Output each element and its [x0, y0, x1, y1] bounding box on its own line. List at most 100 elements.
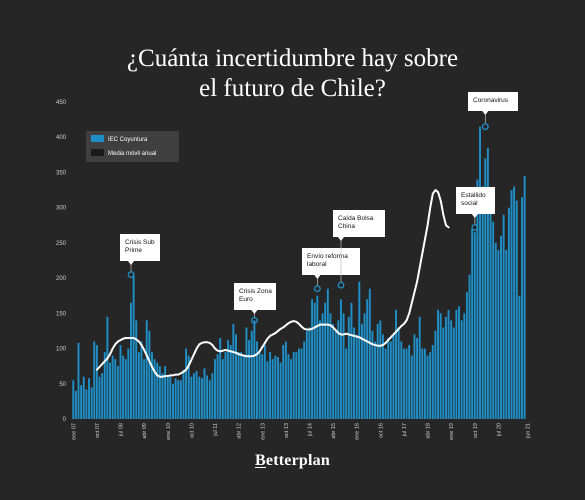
- bar: [313, 302, 316, 419]
- annotation-label-line: social: [461, 200, 478, 207]
- bar: [158, 366, 161, 419]
- bar: [479, 126, 481, 420]
- bar: [137, 352, 140, 419]
- bar: [429, 352, 432, 419]
- legend-label-line: Media móvil anual: [108, 151, 156, 157]
- annotation-pointer: [482, 111, 489, 115]
- bar: [276, 357, 279, 419]
- bar: [274, 355, 277, 419]
- annotation-label-line: Euro: [239, 296, 253, 303]
- annotation-pointer: [251, 310, 258, 314]
- x-tick-label: ene 19: [449, 423, 455, 440]
- y-tick-label: 150: [56, 311, 67, 317]
- bar: [135, 320, 138, 419]
- bar: [185, 348, 188, 419]
- annotation-label-line: Crisis Zona: [239, 288, 272, 295]
- bar: [500, 235, 502, 419]
- x-tick-label: abr 12: [237, 423, 243, 439]
- bar: [287, 354, 290, 419]
- bar: [172, 383, 174, 419]
- y-tick-label: 350: [56, 170, 67, 176]
- annotation-label: Caída Bolsa China: [338, 215, 374, 230]
- bar: [153, 359, 156, 419]
- bar: [450, 320, 453, 419]
- bar: [308, 327, 311, 419]
- x-tick-label: jul 17: [402, 423, 408, 437]
- x-tick-label: ene 13: [260, 423, 266, 440]
- bar: [513, 186, 516, 419]
- bar: [261, 354, 264, 419]
- bar: [400, 341, 403, 419]
- bar: [347, 316, 350, 419]
- bar: [179, 380, 182, 419]
- bar: [316, 295, 319, 419]
- annotation-box: [302, 248, 360, 275]
- bar: [266, 361, 269, 419]
- bar: [492, 221, 495, 419]
- bar: [279, 362, 282, 419]
- bar: [182, 369, 185, 419]
- bar: [200, 378, 203, 419]
- bar: [132, 274, 135, 419]
- bar: [148, 330, 151, 419]
- bar: [434, 330, 437, 419]
- bar: [77, 342, 80, 419]
- bar: [392, 334, 395, 419]
- y-tick-label: 200: [56, 276, 67, 282]
- bar: [355, 334, 358, 419]
- bar: [248, 340, 251, 419]
- bar: [195, 371, 198, 419]
- bar: [368, 288, 371, 419]
- bar: [476, 179, 479, 419]
- bar: [484, 158, 487, 419]
- bar: [360, 323, 363, 419]
- bar: [350, 302, 353, 419]
- bar: [145, 320, 148, 419]
- annotation-label: Envío reforma laboral: [307, 253, 348, 268]
- bar: [502, 214, 505, 419]
- annotation-pointer: [337, 237, 344, 241]
- bar: [431, 345, 434, 419]
- bar: [122, 355, 125, 419]
- x-tick-label: oct 16: [378, 423, 384, 438]
- bar: [326, 288, 329, 419]
- bar: [214, 359, 216, 419]
- bar: [305, 330, 308, 419]
- bar: [80, 385, 83, 419]
- y-tick-label: 100: [56, 347, 67, 353]
- bar: [174, 378, 177, 419]
- bar: [290, 359, 293, 419]
- bar: [166, 376, 169, 419]
- bar: [98, 376, 101, 419]
- bar: [405, 348, 408, 419]
- bar: [114, 359, 117, 419]
- bar: [240, 352, 243, 419]
- bar: [216, 354, 219, 419]
- bar: [321, 313, 324, 419]
- bar: [203, 368, 206, 419]
- bar: [82, 376, 85, 419]
- bar: [143, 359, 146, 419]
- x-tick-label: jul 08: [119, 423, 125, 437]
- bar: [255, 341, 258, 419]
- bar: [303, 341, 306, 419]
- bar: [523, 175, 526, 419]
- bar: [311, 299, 314, 419]
- bar: [284, 341, 287, 419]
- bar: [334, 330, 337, 419]
- bar: [447, 309, 450, 419]
- bar: [292, 352, 295, 419]
- bar: [458, 306, 460, 419]
- bar: [329, 313, 332, 419]
- legend-label-bars: IEC Coyuntura: [108, 137, 148, 143]
- bar: [127, 348, 130, 419]
- bar: [423, 348, 426, 419]
- bar: [416, 337, 419, 419]
- bar: [211, 373, 214, 419]
- bar: [161, 373, 164, 419]
- x-tick-label: jul 14: [307, 423, 313, 437]
- x-tick-label: jul 11: [213, 423, 219, 437]
- annotation-box: [333, 210, 385, 237]
- annotation-pointer: [314, 275, 321, 279]
